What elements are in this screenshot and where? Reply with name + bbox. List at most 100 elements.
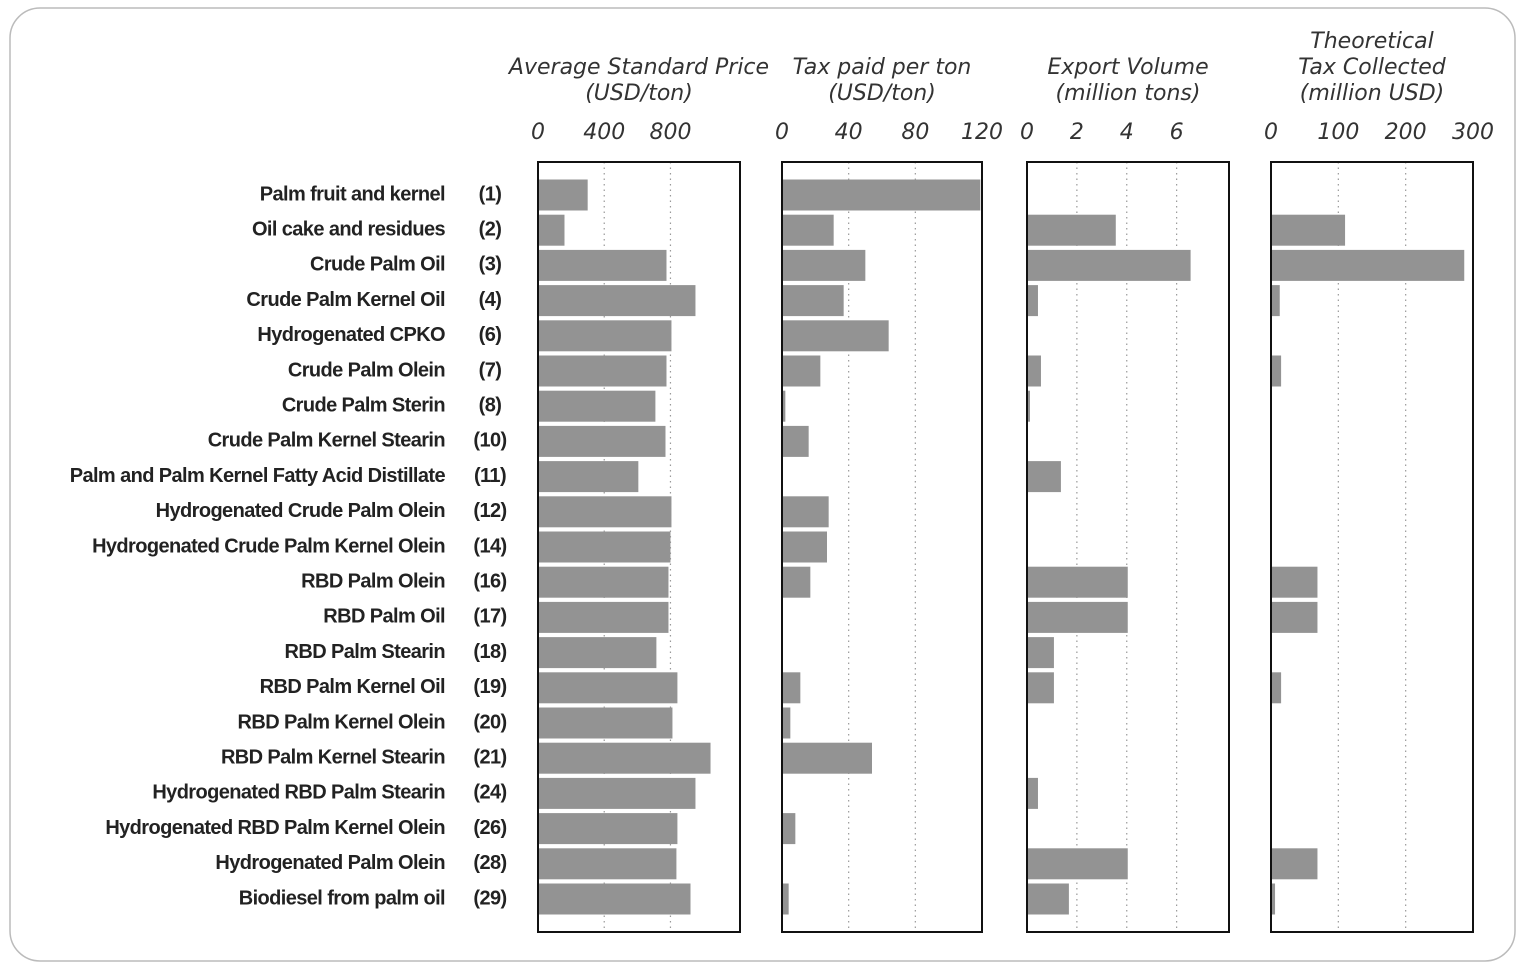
panel-box [1026, 161, 1230, 933]
category-code: (4) [479, 289, 502, 311]
bar [1027, 566, 1128, 598]
bar [782, 214, 834, 246]
bar [538, 566, 669, 598]
category-code: (28) [473, 852, 506, 874]
x-tick-label: 300 [1452, 120, 1494, 145]
category-label: Crude Palm Kernel Oil [246, 289, 445, 311]
bar [1271, 355, 1282, 387]
bar [782, 707, 791, 739]
category-label: Hydrogenated Crude Palm Olein [156, 500, 445, 522]
category-code: (11) [474, 465, 506, 487]
panel-title: Tax paid per ton [793, 55, 972, 80]
category-code: (6) [479, 324, 502, 346]
category-label: Oil cake and residues [252, 218, 446, 240]
bar [538, 496, 672, 528]
category-label: RBD Palm Stearin [285, 641, 445, 663]
category-label: Crude Palm Kernel Stearin [208, 430, 445, 452]
bar [1027, 355, 1041, 387]
x-tick-label: 2 [1070, 120, 1084, 145]
category-code: (12) [473, 500, 506, 522]
bar [782, 531, 827, 563]
bar [1271, 249, 1465, 281]
category-code: (17) [473, 606, 506, 628]
category-code: (7) [479, 359, 502, 381]
bar [538, 461, 639, 493]
bar [538, 707, 673, 739]
category-code: (24) [473, 782, 506, 804]
bar [538, 777, 696, 809]
bar [1027, 601, 1128, 633]
category-code: (18) [473, 641, 506, 663]
category-code: (29) [473, 887, 506, 909]
category-label: Palm fruit and kernel [260, 183, 445, 205]
x-tick-label: 80 [901, 120, 929, 145]
category-code: (3) [479, 254, 502, 276]
panel-box [537, 161, 741, 933]
bar [538, 637, 657, 669]
category-label: RBD Palm Kernel Olein [238, 711, 445, 733]
x-tick-label: 200 [1385, 120, 1427, 145]
category-code: (21) [473, 746, 506, 768]
bar [1027, 390, 1030, 422]
bar [1027, 461, 1061, 493]
category-label: Crude Palm Olein [288, 359, 445, 381]
bar [538, 355, 667, 387]
bar [538, 672, 678, 704]
bar [538, 883, 691, 915]
bar [538, 179, 588, 211]
x-tick-label: 0 [775, 120, 789, 145]
bar [538, 813, 678, 845]
category-label: RBD Palm Kernel Stearin [221, 746, 445, 768]
panel-title: (million USD) [1300, 81, 1444, 106]
x-tick-label: 100 [1317, 120, 1359, 145]
category-label: RBD Palm Oil [323, 606, 445, 628]
x-tick-label: 0 [1264, 120, 1278, 145]
category-label: Crude Palm Sterin [282, 394, 445, 416]
category-label: Crude Palm Oil [310, 254, 445, 276]
panel-title: (million tons) [1056, 81, 1201, 106]
bar [538, 285, 696, 317]
category-label: Hydrogenated CPKO [257, 324, 445, 346]
category-code: (26) [473, 817, 506, 839]
panel-title: Tax Collected [1298, 55, 1446, 80]
category-label: Palm and Palm Kernel Fatty Acid Distilla… [70, 465, 446, 487]
bar [1027, 672, 1054, 704]
bar [1271, 214, 1346, 246]
bar [538, 320, 672, 352]
bar [782, 566, 811, 598]
panel-box [1270, 161, 1474, 933]
bar [782, 813, 796, 845]
category-label: RBD Palm Olein [301, 570, 445, 592]
bar [538, 425, 666, 457]
x-tick-label: 6 [1170, 120, 1184, 145]
bar [1271, 285, 1280, 317]
bar [1027, 249, 1191, 281]
x-tick-label: 0 [1020, 120, 1034, 145]
bar [538, 742, 711, 774]
category-code: (19) [473, 676, 506, 698]
category-code: (2) [479, 218, 502, 240]
bar [782, 883, 789, 915]
category-code: (16) [473, 570, 506, 592]
panel-title: Export Volume [1047, 55, 1208, 80]
panel-title: (USD/ton) [828, 81, 936, 106]
bar [1271, 566, 1318, 598]
bar [1271, 672, 1282, 704]
bar [782, 742, 872, 774]
panel-title: Theoretical [1310, 29, 1433, 54]
bar [1271, 601, 1318, 633]
bar [782, 355, 821, 387]
x-tick-label: 0 [531, 120, 545, 145]
bar [538, 531, 671, 563]
bar [782, 320, 889, 352]
bar [1027, 777, 1038, 809]
category-label: Hydrogenated RBD Palm Stearin [152, 782, 445, 804]
panel-title: Average Standard Price [507, 55, 769, 80]
category-code: (8) [479, 394, 502, 416]
bar [782, 672, 801, 704]
x-tick-label: 4 [1120, 120, 1134, 145]
bar [1027, 285, 1038, 317]
bar [782, 249, 866, 281]
panel-title: (USD/ton) [585, 81, 693, 106]
